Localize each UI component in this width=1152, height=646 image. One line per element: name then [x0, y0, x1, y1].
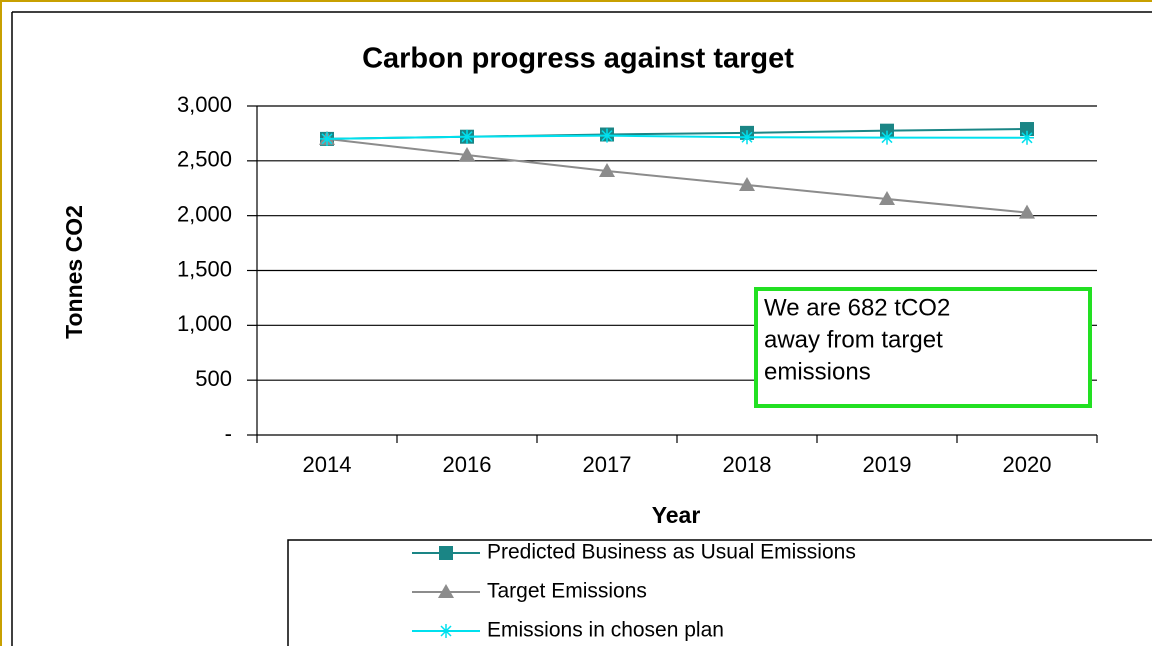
marker [739, 176, 755, 191]
y-tick-label: 1,500 [177, 256, 232, 281]
annotation-text: We are 682 tCO2 [764, 294, 950, 321]
series-line [326, 137, 1028, 214]
legend-label: Target Emissions [487, 580, 647, 603]
marker [1020, 122, 1034, 137]
y-tick-label: 3,000 [177, 92, 232, 117]
legend-label: Predicted Business as Usual Emissions [487, 541, 856, 564]
marker [439, 546, 453, 560]
legend-label: Emissions in chosen plan [487, 619, 724, 642]
y-tick-label: - [225, 421, 232, 446]
annotation-box [754, 287, 1092, 408]
chart-title: Carbon progress against target [362, 43, 794, 75]
x-tick-label: 2018 [723, 452, 772, 477]
x-tick-label: 2020 [1003, 452, 1052, 477]
x-tick-label: 2016 [443, 452, 492, 477]
y-tick-label: 500 [195, 366, 232, 391]
series-line [326, 134, 1028, 140]
marker [600, 128, 614, 143]
marker [438, 584, 454, 598]
marker [459, 147, 475, 162]
x-tick-label: 2017 [583, 452, 632, 477]
marker [740, 130, 754, 145]
marker [879, 190, 895, 205]
y-tick-label: 2,000 [177, 201, 232, 226]
y-tick-label: 2,500 [177, 147, 232, 172]
marker [599, 163, 615, 178]
marker [1020, 130, 1034, 145]
marker [460, 129, 474, 144]
marker [880, 130, 894, 145]
marker [320, 131, 334, 146]
x-tick-label: 2019 [863, 452, 912, 477]
marker [439, 624, 453, 638]
x-tick-label: 2014 [303, 452, 352, 477]
marker [1019, 204, 1035, 219]
y-tick-label: 1,000 [177, 311, 232, 336]
x-axis-title: Year [652, 502, 701, 528]
annotation-text: away from target [764, 326, 943, 353]
annotation-text: emissions [764, 358, 871, 385]
y-axis-title: Tonnes CO2 [61, 205, 87, 339]
